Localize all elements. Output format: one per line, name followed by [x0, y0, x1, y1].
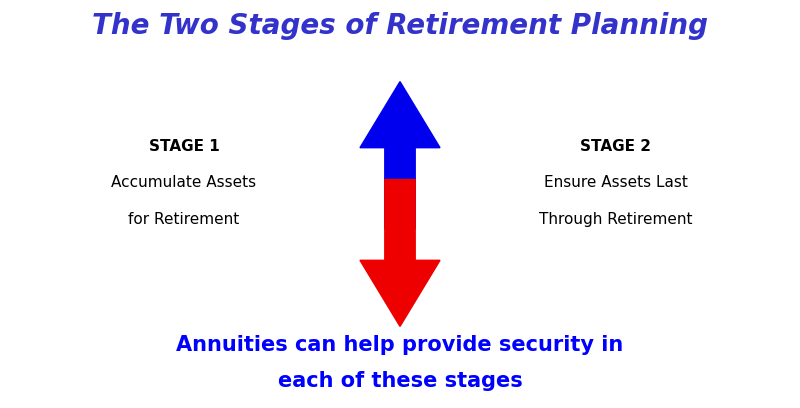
Text: STAGE 2: STAGE 2: [581, 139, 651, 154]
Text: The Two Stages of Retirement Planning: The Two Stages of Retirement Planning: [92, 12, 708, 40]
Text: Accumulate Assets: Accumulate Assets: [111, 175, 257, 191]
Text: each of these stages: each of these stages: [278, 371, 522, 391]
Text: for Retirement: for Retirement: [128, 212, 240, 227]
Text: Ensure Assets Last: Ensure Assets Last: [544, 175, 688, 191]
Polygon shape: [360, 180, 440, 326]
Polygon shape: [360, 82, 440, 228]
Text: Through Retirement: Through Retirement: [539, 212, 693, 227]
Text: STAGE 1: STAGE 1: [149, 139, 219, 154]
Text: Annuities can help provide security in: Annuities can help provide security in: [176, 335, 624, 355]
